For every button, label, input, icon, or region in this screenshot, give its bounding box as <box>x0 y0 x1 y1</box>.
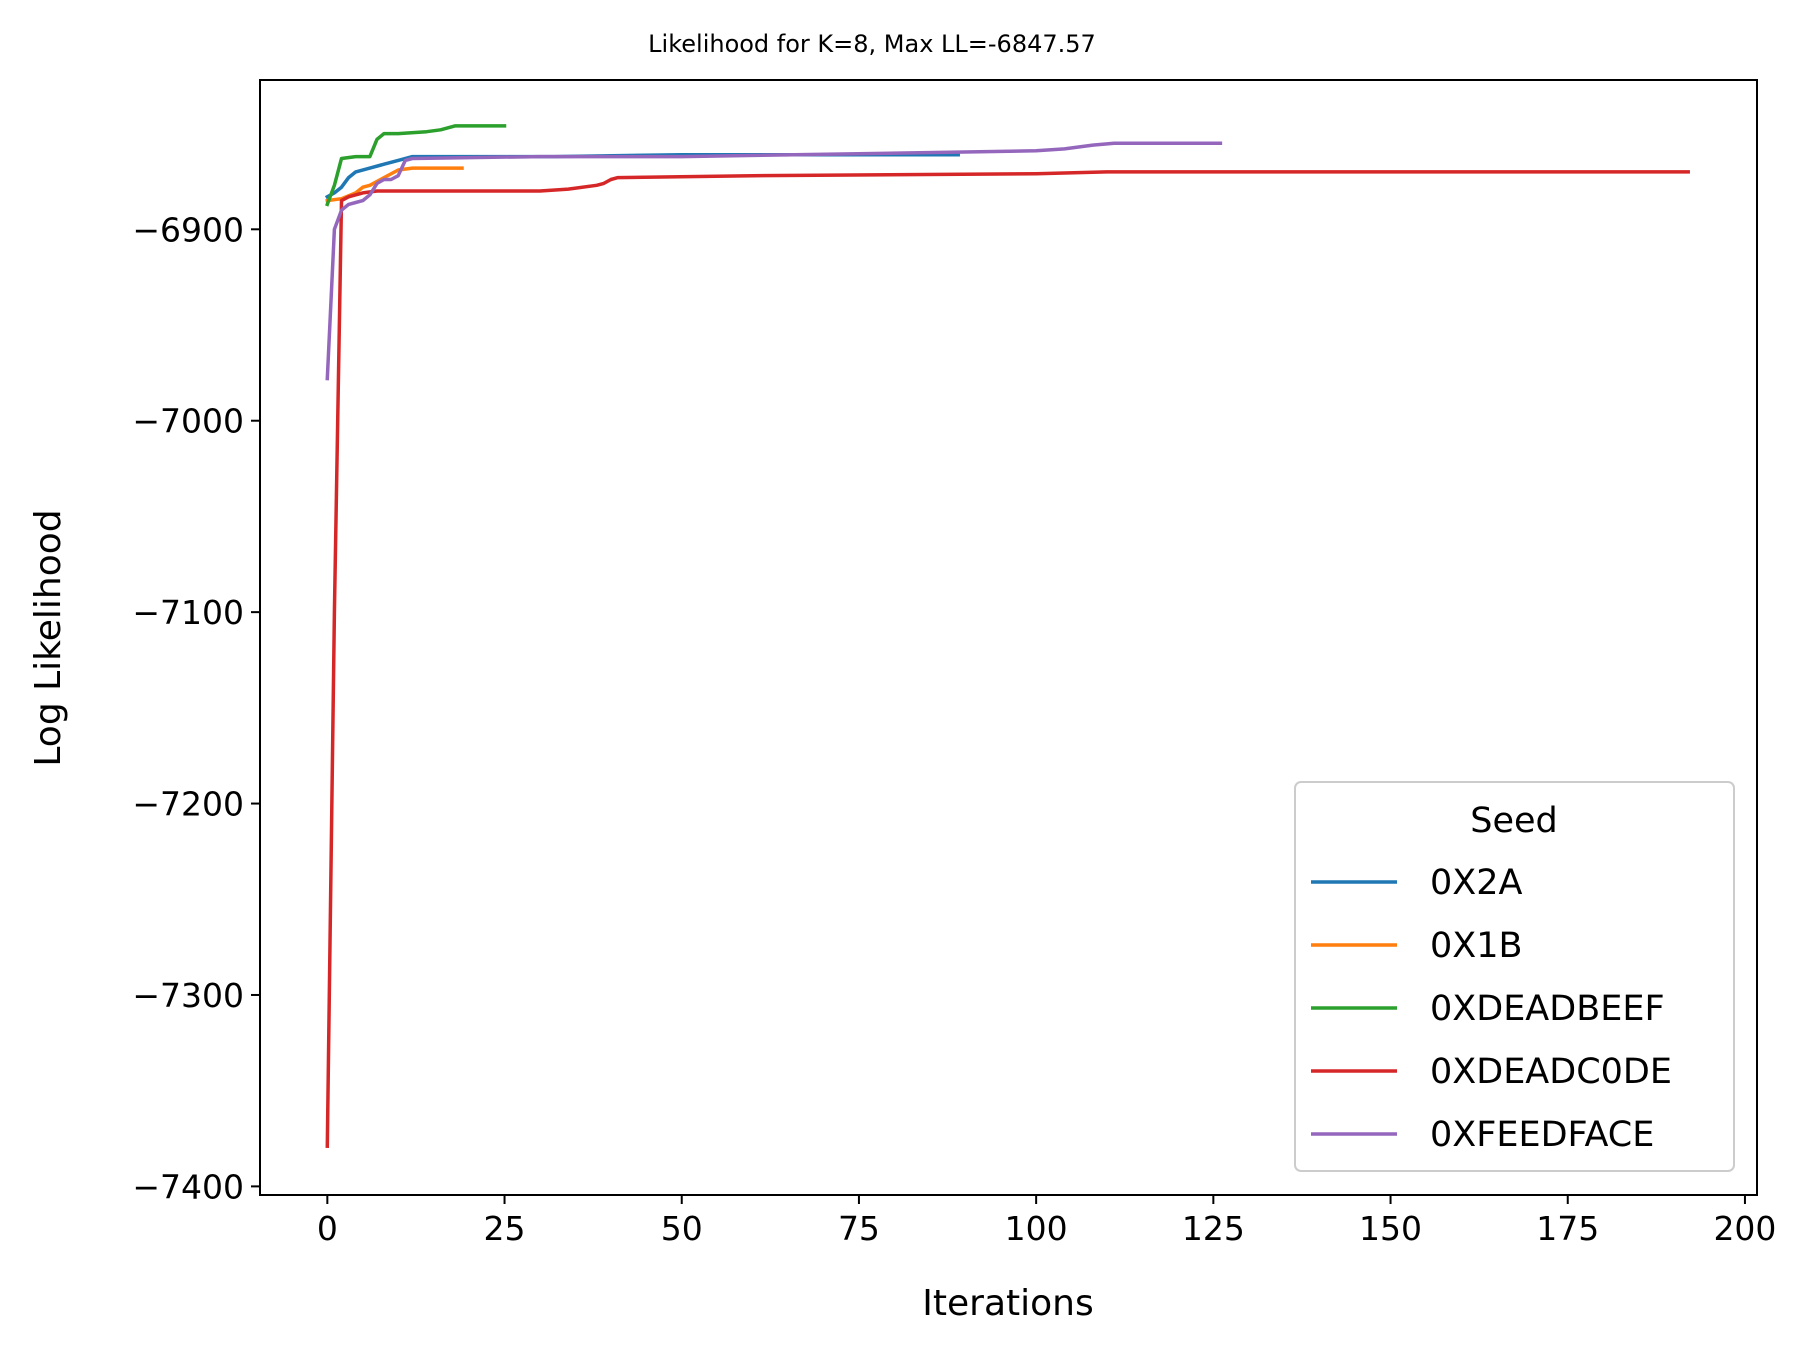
x-axis: 0 25 50 75 100 125 150 175 200 <box>317 1195 1776 1248</box>
legend-title: Seed <box>1470 801 1558 841</box>
chart-title: Likelihood for K=8, Max LL=-6847.57 <box>648 30 1096 58</box>
legend-label-0xdeadc0de: 0XDEADC0DE <box>1430 1052 1672 1092</box>
x-tick-label: 0 <box>317 1209 338 1248</box>
x-tick-label: 50 <box>661 1209 703 1248</box>
x-tick-label: 175 <box>1536 1209 1599 1248</box>
x-tick-label: 100 <box>1005 1209 1068 1248</box>
legend-entries: 0X2A 0X1B 0XDEADBEEF 0XDEADC0DE 0XFEEDFACE <box>1311 863 1672 1155</box>
series-line-0xdeadbeef <box>325 124 507 207</box>
x-tick-label: 150 <box>1359 1209 1422 1248</box>
series-lines <box>324 124 1690 1148</box>
legend-label-0x2a: 0X2A <box>1430 863 1523 903</box>
legend-label-0xfeedface: 0XFEEDFACE <box>1430 1115 1654 1155</box>
x-tick-label: 125 <box>1182 1209 1245 1248</box>
legend-label-0x1b: 0X1B <box>1430 926 1523 966</box>
series-line-0xfeedface <box>325 141 1223 381</box>
y-tick-label: −7400 <box>132 1167 244 1206</box>
x-tick-label: 75 <box>838 1209 880 1248</box>
plot-area <box>259 79 1758 1196</box>
y-tick-label: −6900 <box>132 210 244 249</box>
x-tick-label: 25 <box>484 1209 526 1248</box>
legend-box <box>1294 781 1735 1172</box>
y-tick-label: −7300 <box>132 976 244 1015</box>
legend-label-0xdeadbeef: 0XDEADBEEF <box>1430 989 1665 1029</box>
x-axis-label: Iterations <box>922 1283 1093 1324</box>
y-tick-label: −7000 <box>132 402 244 441</box>
series-line-0xdeadc0de <box>325 170 1690 1148</box>
y-tick-label: −7100 <box>132 593 244 632</box>
legend: Seed 0X2A 0X1B 0XDEADBEEF 0XDEADC0DE 0XFEEDF… <box>1294 781 1735 1172</box>
y-tick-label: −7200 <box>132 785 244 824</box>
x-tick-label: 200 <box>1713 1209 1776 1248</box>
y-axis-label: Log Likelihood <box>28 509 69 766</box>
y-axis: −6900 −7000 −7100 −7200 −7300 −7400 <box>132 210 260 1206</box>
